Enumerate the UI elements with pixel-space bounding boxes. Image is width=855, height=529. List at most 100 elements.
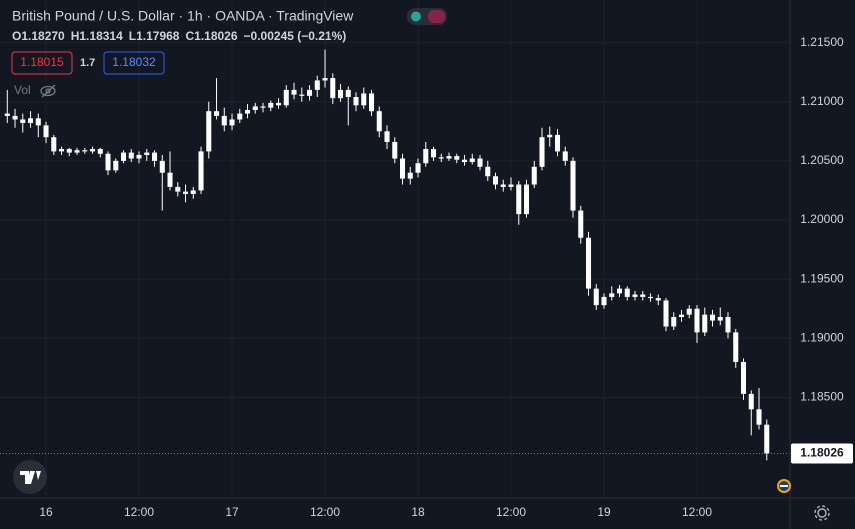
candle-body [136, 154, 142, 159]
candle-body [113, 160, 119, 171]
candle-body [733, 332, 739, 362]
candle-body [647, 296, 654, 299]
candle-body [291, 89, 297, 95]
x-tick-label: 12:00 [682, 505, 712, 519]
flag-icon [777, 479, 791, 493]
candle-body [376, 111, 382, 132]
x-tick-label: 12:00 [496, 505, 526, 519]
candle-body [624, 288, 630, 297]
candle-body [500, 184, 506, 187]
tradingview-logo[interactable] [13, 460, 47, 494]
candle-body [299, 94, 305, 96]
settings-icon[interactable] [814, 505, 830, 521]
candle-body [415, 163, 421, 173]
candle-body [221, 115, 227, 126]
candle-body [338, 89, 344, 99]
candle-body [686, 308, 692, 315]
ohlc-item: −0.00245 (−0.21%) [244, 29, 347, 43]
ohlc-item: C1.18026 [185, 29, 237, 43]
ohlc-item: L1.17968 [129, 29, 180, 43]
candle-body [190, 190, 196, 194]
candle-body [4, 113, 10, 116]
ohlc-item: O1.18270 [12, 29, 65, 43]
candle-body [361, 93, 367, 106]
candle-body [655, 298, 661, 301]
candle-body [585, 237, 592, 289]
last-price-label: 1.18026 [800, 446, 844, 460]
candle-body [764, 424, 770, 454]
y-tick-label: 1.19500 [800, 271, 844, 285]
candle-body [554, 134, 561, 152]
candle-body [159, 160, 165, 173]
candle-body [121, 152, 127, 161]
candle-body [353, 96, 359, 106]
candle-body [368, 93, 375, 112]
x-tick-label: 16 [39, 505, 53, 519]
candle-body [35, 118, 41, 126]
candle-body [260, 106, 266, 108]
x-tick-label: 18 [411, 505, 425, 519]
candle-body [702, 314, 708, 333]
x-tick-label: 12:00 [310, 505, 340, 519]
candle-body [609, 293, 615, 297]
candle-body [539, 137, 545, 167]
y-tick-label: 1.21500 [800, 35, 844, 49]
buy-price[interactable]: 1.18032 [112, 55, 156, 69]
candle-body [128, 152, 134, 159]
sell-price[interactable]: 1.18015 [20, 55, 64, 69]
candle-body [307, 89, 313, 96]
status-toggle[interactable] [407, 8, 447, 25]
candle-body [407, 172, 413, 179]
y-tick-label: 1.20500 [800, 153, 844, 167]
candle-body [392, 141, 398, 159]
candle-body [152, 152, 158, 161]
candle-body [632, 294, 638, 297]
candle-body [477, 158, 483, 167]
candle-body [485, 166, 491, 177]
candle-body [167, 172, 173, 187]
candle-body [508, 184, 514, 187]
candle-body [74, 150, 80, 153]
candle-body [694, 308, 700, 333]
last-price-box [791, 443, 853, 464]
candle-body [97, 149, 103, 154]
ohlc-item: H1.18314 [71, 29, 123, 43]
candle-body [276, 102, 282, 106]
candle-body [516, 184, 522, 215]
candle-body [399, 158, 406, 179]
x-tick-label: 17 [225, 505, 239, 519]
candle-body [740, 361, 747, 394]
candle-body [28, 118, 34, 124]
sell-button[interactable] [11, 51, 73, 75]
candle-body [66, 149, 72, 153]
buy-button[interactable] [103, 51, 165, 75]
candle-body [492, 176, 499, 185]
y-tick-label: 1.19000 [800, 330, 844, 344]
candle-body [678, 314, 685, 318]
candle-body [523, 184, 530, 215]
candle-body [237, 113, 243, 120]
candle-body [183, 191, 189, 194]
y-tick-label: 1.20000 [800, 212, 844, 226]
visibility-icon[interactable] [40, 84, 56, 98]
candle-body [206, 111, 212, 152]
x-tick-label: 19 [597, 505, 611, 519]
candle-body [725, 317, 731, 333]
candle-body [593, 288, 599, 306]
candle-body [345, 89, 351, 97]
candle-body [43, 125, 49, 138]
candle-body [245, 110, 251, 114]
candle-body [175, 186, 181, 192]
candle-body [438, 157, 444, 159]
candle-body [105, 153, 111, 171]
candle-body [671, 317, 677, 327]
candle-body [283, 89, 289, 106]
candle-body [562, 151, 568, 161]
candle-body [578, 210, 584, 238]
candle-body [229, 119, 235, 126]
candle-body [461, 159, 468, 163]
candle-body [640, 294, 646, 297]
candle-body [570, 160, 576, 211]
candle-body [430, 149, 437, 158]
